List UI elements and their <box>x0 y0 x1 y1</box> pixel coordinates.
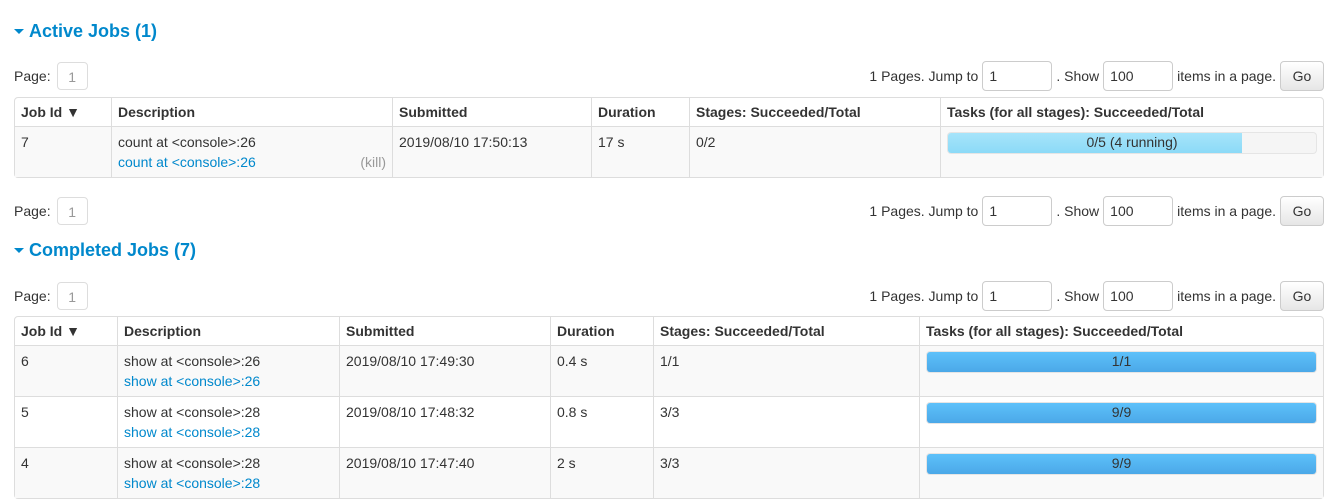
header-description[interactable]: Description <box>117 317 339 346</box>
duration: 2 s <box>550 447 653 498</box>
running-bar <box>948 133 1243 153</box>
job-link[interactable]: show at <console>:28 <box>124 475 261 491</box>
active-jobs-toggle[interactable]: Active Jobs (1) <box>14 21 157 42</box>
items-label: items in a page. <box>1177 288 1276 304</box>
duration: 0.4 s <box>550 346 653 396</box>
page-label: Page: <box>14 203 51 219</box>
description-text: count at <console>:26 <box>118 134 256 150</box>
page-size-input[interactable] <box>1103 196 1174 226</box>
tasks-progress-bar: 9/9 <box>926 453 1317 475</box>
header-stages[interactable]: Stages: Succeeded/Total <box>689 98 940 127</box>
go-button[interactable]: Go <box>1280 61 1324 91</box>
active-pager-bottom: Page: 1 1 Pages. Jump to . Show items in… <box>14 196 1324 226</box>
tasks-cell: 9/9 <box>919 447 1323 498</box>
table-row: 4 show at <console>:28 show at <console>:… <box>15 447 1323 498</box>
submitted: 2019/08/10 17:48:32 <box>339 396 550 447</box>
tasks-progress-bar: 1/1 <box>926 351 1317 373</box>
tasks-text: 0/5 (4 running) <box>1086 134 1178 150</box>
caret-down-icon <box>14 29 24 34</box>
tasks-cell: 9/9 <box>919 396 1323 447</box>
job-id: 4 <box>15 447 117 498</box>
header-stages[interactable]: Stages: Succeeded/Total <box>653 317 919 346</box>
completed-jobs-toggle[interactable]: Completed Jobs (7) <box>14 240 196 261</box>
job-id: 6 <box>15 346 117 396</box>
tasks-text: 9/9 <box>1111 455 1132 471</box>
items-label: items in a page. <box>1177 68 1276 84</box>
pages-jump-label: 1 Pages. Jump to <box>869 203 979 219</box>
header-description[interactable]: Description <box>111 98 392 127</box>
caret-down-icon <box>14 248 24 253</box>
description-cell: show at <console>:28 show at <console>:28 <box>117 447 339 498</box>
table-row: 5 show at <console>:28 show at <console>:… <box>15 396 1323 447</box>
kill-link[interactable]: (kill) <box>360 154 386 170</box>
show-label: . Show <box>1056 68 1100 84</box>
stages: 3/3 <box>653 447 919 498</box>
tasks-text: 9/9 <box>1111 404 1132 420</box>
duration: 17 s <box>591 127 689 177</box>
page-label: Page: <box>14 68 51 84</box>
tasks-cell: 0/5 (4 running) <box>940 127 1323 177</box>
active-jobs-title: Active Jobs (1) <box>29 21 158 41</box>
submitted: 2019/08/10 17:49:30 <box>339 346 550 396</box>
page-label: Page: <box>14 288 51 304</box>
pages-jump-label: 1 Pages. Jump to <box>869 68 979 84</box>
page-number-button[interactable]: 1 <box>56 197 88 225</box>
go-button[interactable]: Go <box>1280 281 1324 311</box>
header-tasks[interactable]: Tasks (for all stages): Succeeded/Total <box>940 98 1323 127</box>
submitted: 2019/08/10 17:47:40 <box>339 447 550 498</box>
completed-jobs-title: Completed Jobs (7) <box>29 240 197 260</box>
stages: 3/3 <box>653 396 919 447</box>
page-size-input[interactable] <box>1103 61 1174 91</box>
tasks-progress-bar: 9/9 <box>926 402 1317 424</box>
show-label: . Show <box>1056 288 1100 304</box>
description-cell: show at <console>:26 show at <console>:26 <box>117 346 339 396</box>
description-text: show at <console>:28 <box>124 455 261 471</box>
header-submitted[interactable]: Submitted <box>339 317 550 346</box>
succeeded-bar <box>927 352 1316 372</box>
header-duration[interactable]: Duration <box>591 98 689 127</box>
job-id: 5 <box>15 396 117 447</box>
completed-jobs-table: Job Id ▼ Description Submitted Duration Stag… <box>14 316 1324 499</box>
items-label: items in a page. <box>1177 203 1276 219</box>
jump-to-page-input[interactable] <box>982 281 1053 311</box>
header-submitted[interactable]: Submitted <box>392 98 591 127</box>
description-cell: count at <console>:26 (kill) count at <con… <box>111 127 392 177</box>
job-link[interactable]: count at <console>:26 <box>118 154 256 170</box>
table-row: 7 count at <console>:26 (kill) count at <c… <box>15 127 1323 177</box>
page-number-button[interactable]: 1 <box>56 62 88 90</box>
stages: 1/1 <box>653 346 919 396</box>
header-job-id[interactable]: Job Id ▼ <box>15 98 111 127</box>
pages-jump-label: 1 Pages. Jump to <box>869 288 979 304</box>
table-row: 6 show at <console>:26 show at <console>:… <box>15 346 1323 396</box>
job-link[interactable]: show at <console>:26 <box>124 373 261 389</box>
duration: 0.8 s <box>550 396 653 447</box>
jump-to-page-input[interactable] <box>982 61 1053 91</box>
go-button[interactable]: Go <box>1280 196 1324 226</box>
page-number-button[interactable]: 1 <box>56 282 88 310</box>
description-text: show at <console>:28 <box>124 404 261 420</box>
header-job-id[interactable]: Job Id ▼ <box>15 317 117 346</box>
job-id: 7 <box>15 127 111 177</box>
header-tasks[interactable]: Tasks (for all stages): Succeeded/Total <box>919 317 1323 346</box>
jump-to-page-input[interactable] <box>982 196 1053 226</box>
page-size-input[interactable] <box>1103 281 1174 311</box>
succeeded-bar <box>927 403 1316 423</box>
show-label: . Show <box>1056 203 1100 219</box>
succeeded-bar <box>927 454 1316 474</box>
active-jobs-table: Job Id ▼ Description Submitted Duration Stag… <box>14 97 1324 178</box>
header-duration[interactable]: Duration <box>550 317 653 346</box>
active-pager-top: Page: 1 1 Pages. Jump to . Show items in… <box>14 61 1324 91</box>
description-text: show at <console>:26 <box>124 353 261 369</box>
job-link[interactable]: show at <console>:28 <box>124 424 261 440</box>
description-cell: show at <console>:28 show at <console>:28 <box>117 396 339 447</box>
stages: 0/2 <box>689 127 940 177</box>
tasks-progress-bar: 0/5 (4 running) <box>947 132 1317 154</box>
completed-pager-top: Page: 1 1 Pages. Jump to . Show items in… <box>14 281 1324 311</box>
tasks-text: 1/1 <box>1111 353 1132 369</box>
submitted: 2019/08/10 17:50:13 <box>392 127 591 177</box>
tasks-cell: 1/1 <box>919 346 1323 396</box>
